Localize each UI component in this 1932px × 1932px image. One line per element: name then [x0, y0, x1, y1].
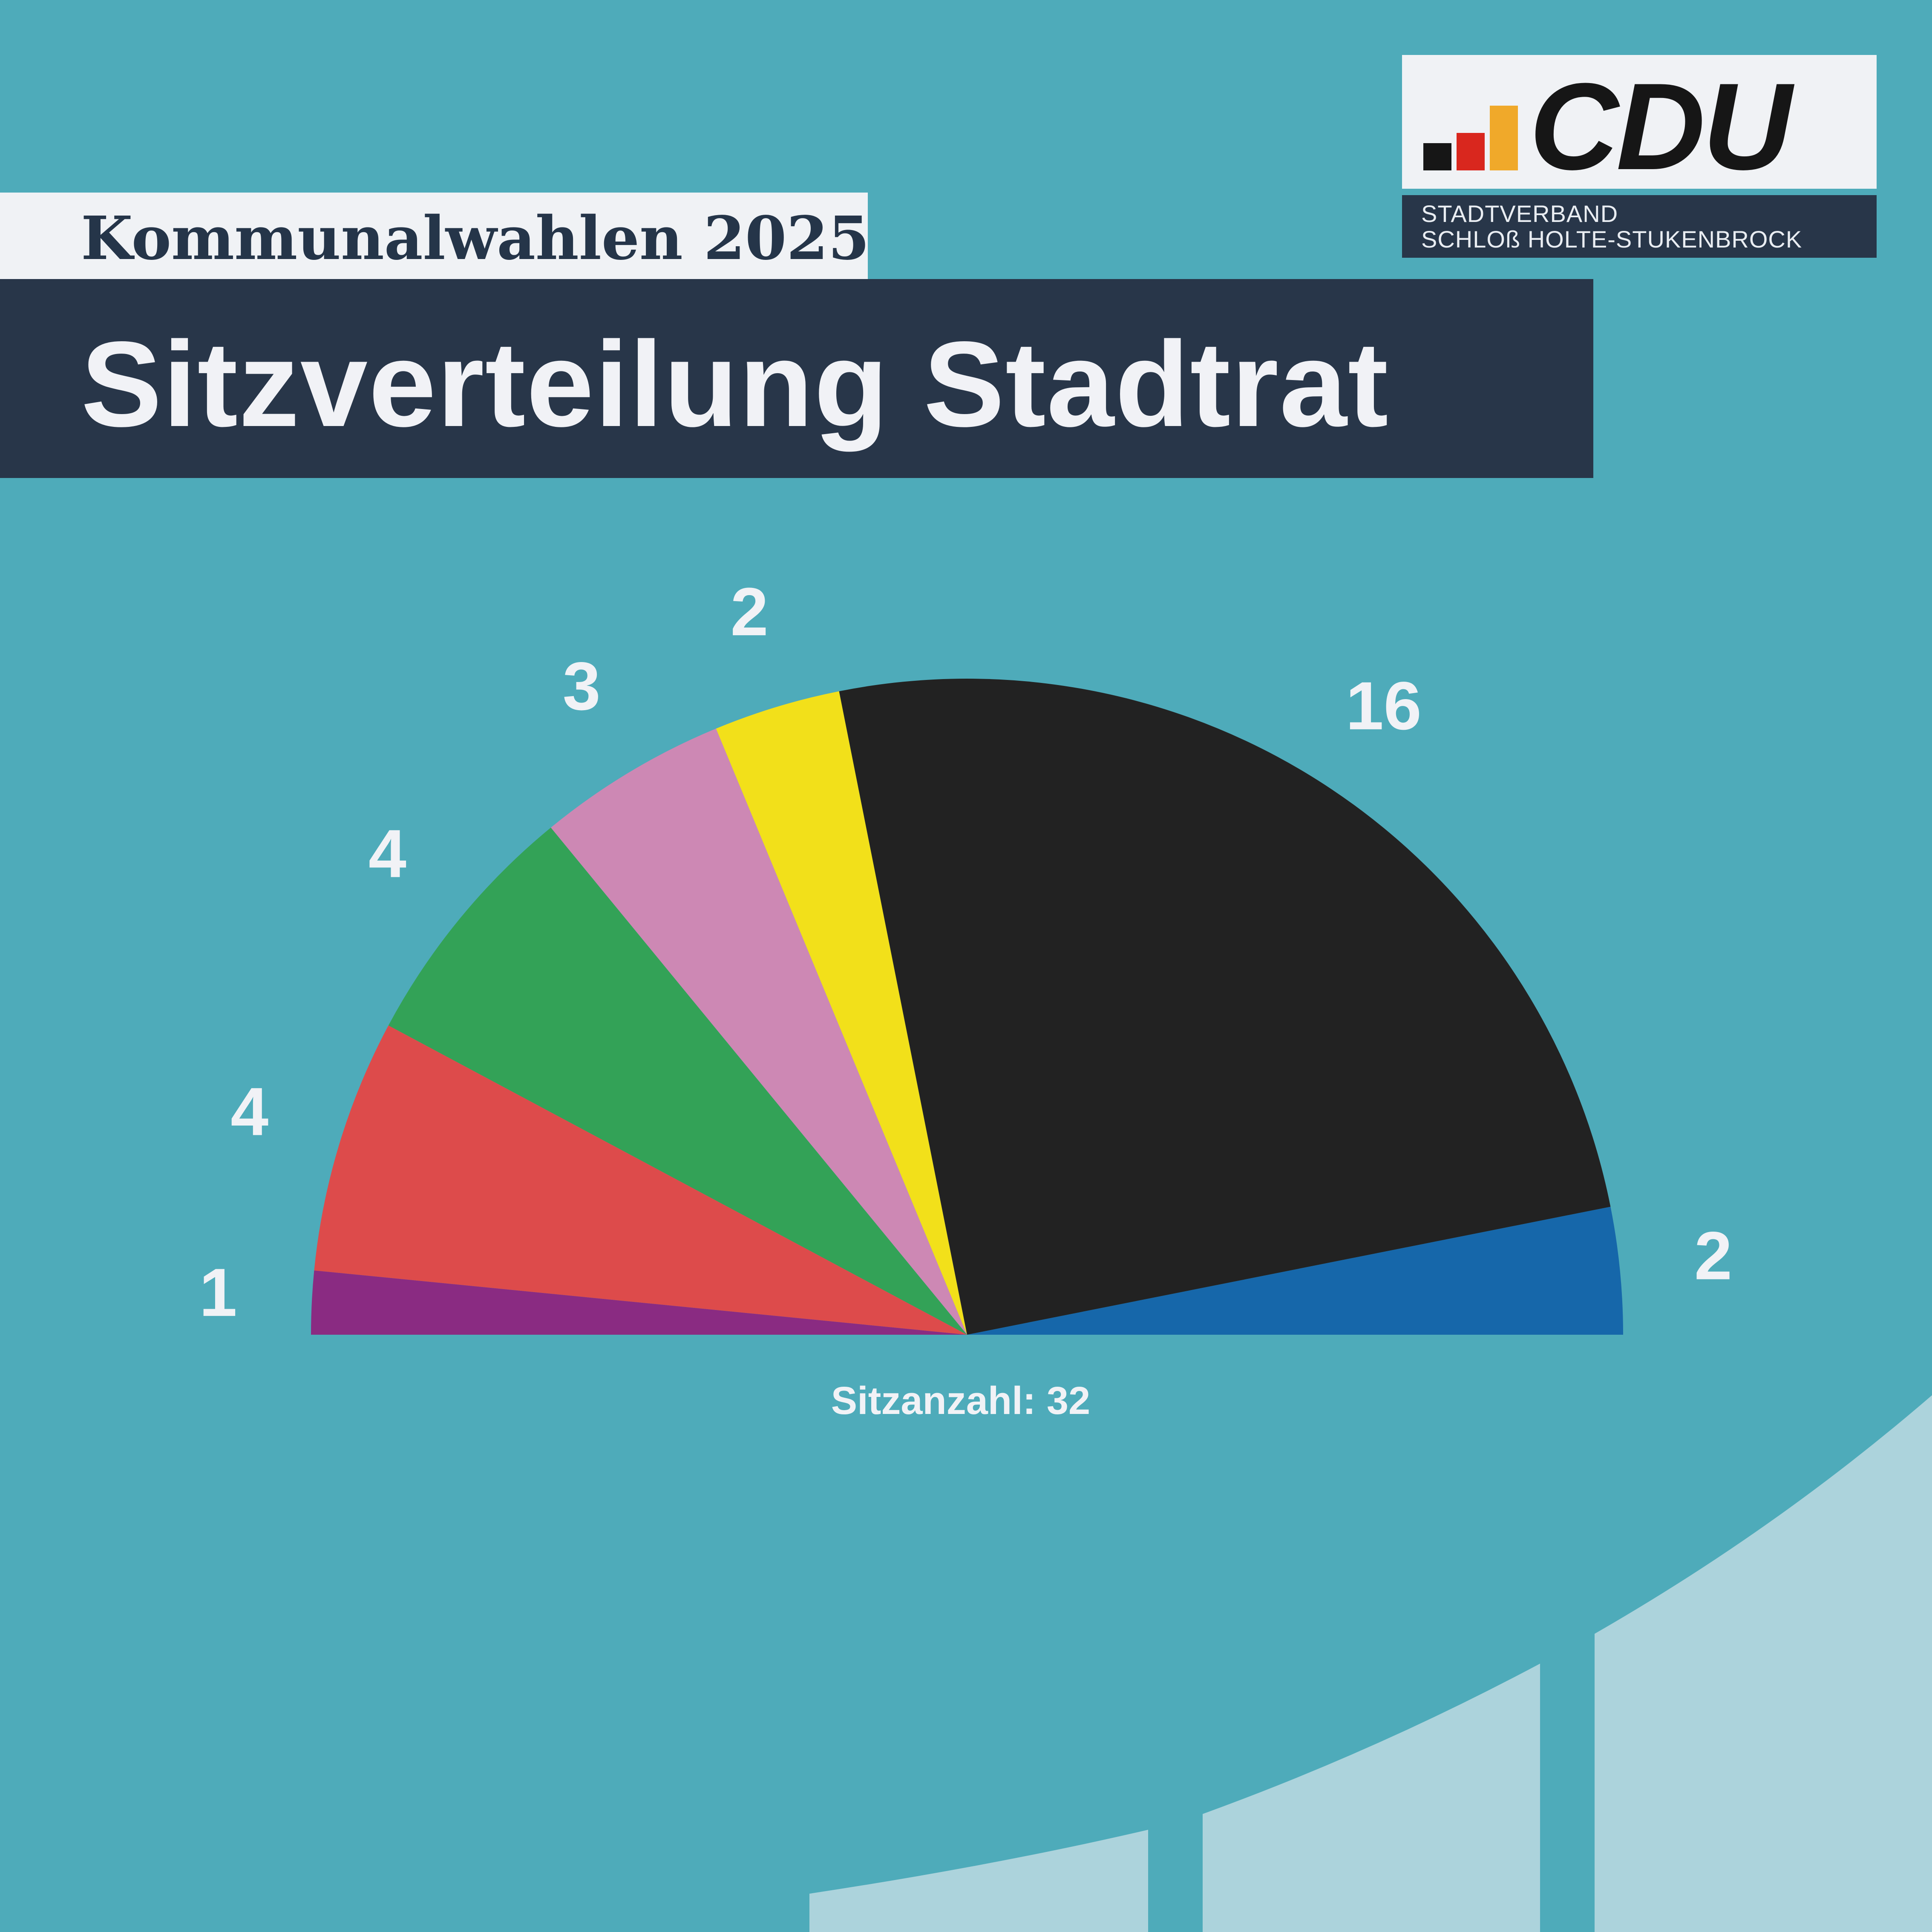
seat-count-label-3: 4 [369, 815, 406, 892]
seat-segment-2 [314, 1025, 967, 1335]
seat-count-label-2: 4 [230, 1073, 268, 1149]
total-seats-label: Sitzanzahl: 32 [831, 1379, 1091, 1422]
logo-subline-2: SCHLOß HOLTE-STUKENBROCK [1421, 226, 1802, 253]
logo-subline-1: STADTVERBAND [1421, 200, 1618, 227]
seat-count-label-7: 2 [1694, 1218, 1732, 1294]
seat-segment-7 [967, 1206, 1623, 1335]
cdu-logo-bars-icon [1423, 106, 1518, 170]
seat-count-label-6: 16 [1346, 668, 1422, 744]
seat-segment-3 [388, 827, 967, 1335]
seat-count-label-1: 1 [199, 1254, 237, 1330]
logo-subline-panel [1402, 195, 1877, 258]
cdu-logo-wordmark: CDU [1529, 58, 1792, 196]
page-title: Sitzverteilung Stadtrat [81, 317, 1389, 452]
seat-segment-6 [839, 679, 1611, 1335]
seat-segment-1 [311, 1270, 967, 1335]
title-banner [0, 279, 1593, 478]
seat-count-label-5: 2 [731, 573, 769, 650]
seat-segment-5 [716, 691, 967, 1335]
kicker-text: Kommunalwahlen 2025 [81, 204, 870, 274]
seat-segment-4 [551, 728, 967, 1335]
kicker-banner [0, 193, 868, 279]
seat-count-label-4: 3 [563, 648, 601, 724]
